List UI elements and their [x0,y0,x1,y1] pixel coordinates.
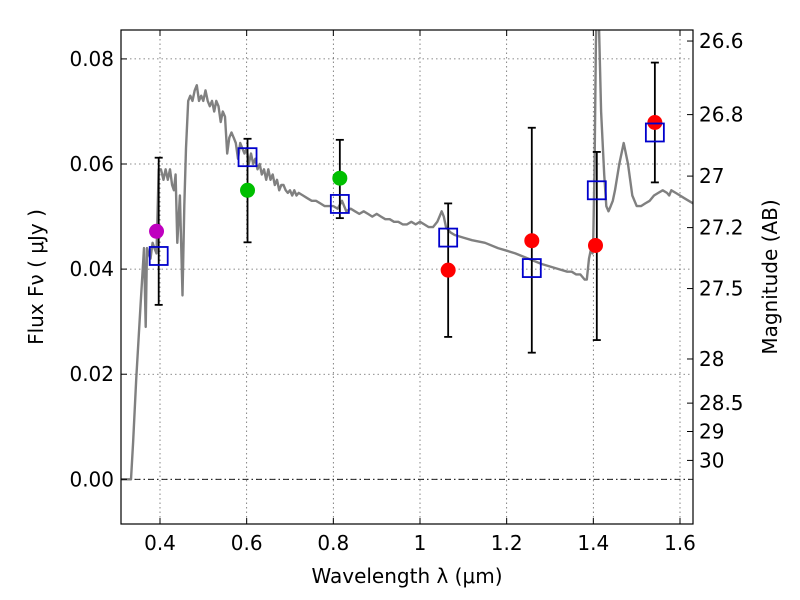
model-sed-layer [121,30,693,481]
observed-flux-point [524,233,540,249]
y-axis-label: Flux Fν ( μJy ) [24,209,48,345]
x-tick-label: 1.2 [491,531,523,555]
model-flux-points [148,122,665,278]
magnitude-tick-label: 28 [699,347,724,371]
x-tick-label: 0.4 [144,531,176,555]
y-tick-labels: 0.00 0.02 0.04 0.06 0.08 [69,47,114,491]
magnitude-tick-label: 28.5 [699,391,744,415]
observed-flux-point [588,237,603,253]
observed-flux-point [647,114,663,130]
x-tick-label: 1 [414,531,427,555]
observed-flux-point [149,223,165,239]
observed-points [149,114,663,278]
plot-frame [120,29,694,525]
x-tick-label: 1.6 [664,531,696,555]
model-flux-point [438,227,459,248]
magnitude-tick-label: 27.2 [699,216,744,240]
magnitude-tick-label: 27.5 [699,277,744,301]
observed-flux-point [440,262,456,278]
x-tick-labels: 0.4 0.6 0.8 1 1.2 1.4 1.6 [144,531,696,555]
y-tick-label: 0.02 [69,362,114,386]
y-tick-label: 0.08 [69,47,114,71]
observed-flux-point [332,170,348,186]
x-tick-label: 1.4 [577,531,609,555]
x-tick-label: 0.8 [317,531,349,555]
y-tick-label: 0.00 [69,467,114,491]
magnitude-tick-label: 29 [699,420,724,444]
x-tick-label: 0.6 [231,531,263,555]
model-flux-point [586,180,607,201]
magnitude-axis-label: Magnitude (AB) [758,199,782,354]
model-flux-point [521,258,542,278]
magnitude-tick-label: 27 [699,164,724,188]
magnitude-tick-label: 26.8 [699,103,744,127]
magnitude-tick-label: 26.6 [699,29,744,53]
model-flux-point [644,122,665,143]
axis-ticks [121,30,693,524]
y-tick-label: 0.04 [69,257,114,281]
model-flux-point [148,246,169,266]
model-sed-curve [121,30,693,481]
magnitude-tick-labels: 26.6 26.8 27 27.2 27.5 28 28.5 29 30 [699,29,744,472]
model-flux-point [237,147,258,168]
observed-flux-point [240,182,256,198]
x-axis-label: Wavelength λ (μm) [311,564,502,588]
magnitude-tick-label: 30 [699,448,724,472]
y-tick-label: 0.06 [69,152,114,176]
model-flux-point [329,194,350,214]
